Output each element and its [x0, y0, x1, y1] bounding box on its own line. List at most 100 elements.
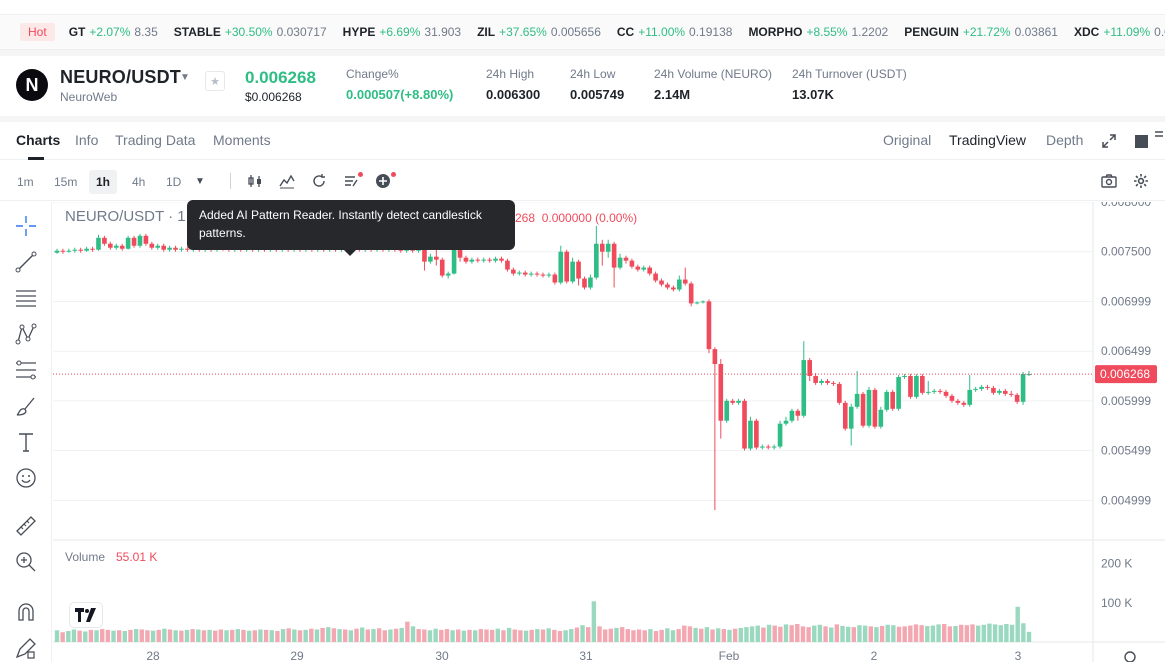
volume-bar [348, 630, 354, 642]
volume-bar [331, 628, 337, 642]
settings-gear-icon[interactable] [1131, 171, 1151, 191]
interval-1m[interactable]: 1m [17, 175, 34, 189]
volume-bar [998, 625, 1003, 642]
stat-turnover: 24h Turnover (USDT) 13.07K [792, 67, 907, 102]
ticker-item[interactable]: ZIL +37.65% 0.005656 [477, 25, 601, 39]
volume-bar [936, 624, 941, 642]
pattern-tool-icon[interactable] [14, 322, 38, 346]
interval-4h[interactable]: 4h [132, 175, 146, 189]
indicators-icon[interactable] [277, 171, 297, 191]
volume-bar [145, 630, 150, 642]
price-chart[interactable]: 0.008000 0.007500 0.006999 0.006499 0.005999… [47, 195, 1165, 662]
candle-body [819, 380, 824, 383]
ticker-item[interactable]: CC +11.00% 0.19138 [617, 25, 733, 39]
crosshair-icon[interactable] [14, 214, 38, 238]
volume-bar [472, 630, 478, 642]
candle-body [742, 400, 747, 449]
volume-bar [891, 625, 896, 642]
view-original[interactable]: Original [883, 132, 932, 148]
ticker-item[interactable]: PENGUIN +21.72% 0.03861 [904, 25, 1058, 39]
tab-charts[interactable]: Charts [16, 132, 61, 148]
pattern-reader-tooltip[interactable]: Added AI Pattern Reader. Instantly detec… [187, 200, 515, 256]
ticker-item[interactable]: STABLE +30.50% 0.030717 [174, 25, 327, 39]
volume-bar [908, 625, 913, 642]
volume-bar [252, 630, 257, 642]
volume-bar [795, 624, 800, 642]
brush-icon[interactable] [14, 394, 38, 418]
ticker-item[interactable]: HYPE +6.69% 31.903 [343, 25, 461, 39]
volume-bar [992, 624, 998, 642]
expand-icon[interactable] [1099, 131, 1119, 151]
candle-body [611, 243, 617, 268]
volume-bar [111, 630, 116, 642]
interval-1d[interactable]: 1D [166, 175, 182, 189]
candle-body [759, 446, 765, 448]
ticker-item[interactable]: MORPHO +8.55% 1.2202 [748, 25, 888, 39]
text-tool-icon[interactable] [14, 430, 38, 454]
zoom-in-icon[interactable] [14, 550, 38, 574]
view-depth[interactable]: Depth [1046, 132, 1084, 148]
candle-body [777, 423, 783, 447]
candle-body [931, 390, 937, 392]
hot-badge[interactable]: Hot [20, 23, 55, 41]
view-tradingview[interactable]: TradingView [949, 132, 1027, 148]
trend-line-icon[interactable] [14, 250, 38, 274]
candle-body [635, 266, 641, 270]
interval-1h[interactable]: 1h [89, 170, 118, 194]
volume-bar [563, 630, 568, 642]
candle-body [848, 406, 854, 429]
tab-trading-data[interactable]: Trading Data [115, 132, 196, 148]
candles-icon[interactable] [245, 171, 265, 191]
volume-bar [625, 629, 630, 642]
tab-moments[interactable]: Moments [213, 132, 271, 148]
volume-bar [693, 627, 698, 642]
emoji-icon[interactable] [14, 466, 38, 490]
volume-bar [229, 629, 235, 642]
volume-bar [337, 629, 342, 642]
screenshot-camera-icon[interactable] [1099, 171, 1119, 191]
chart-canvas[interactable]: 0.008000 0.007500 0.006999 0.006499 0.005999… [47, 195, 1165, 662]
fib-retracement-icon[interactable] [14, 358, 38, 382]
pattern-reader-icon[interactable] [341, 171, 361, 191]
volume-bar [122, 631, 128, 642]
candle-body [807, 360, 813, 376]
ticker-change: +21.72% [962, 25, 1011, 39]
favorite-star-icon[interactable]: ★ [205, 71, 225, 91]
ticker-item[interactable]: XDC+11.09%0.0383 [1074, 25, 1165, 39]
volume-bar [478, 629, 484, 642]
caret-down-icon[interactable]: ▼ [180, 72, 190, 83]
ruler-icon[interactable] [14, 514, 38, 538]
volume-bar [427, 630, 433, 642]
horizontal-lines-icon[interactable] [14, 286, 38, 310]
add-icon[interactable] [373, 171, 393, 191]
volume-bar [489, 629, 495, 642]
volume-bar [942, 624, 947, 642]
tab-info[interactable]: Info [75, 132, 99, 148]
candle-body [795, 410, 801, 416]
candle-body [623, 257, 629, 261]
tradingview-logo [70, 603, 102, 627]
candle-body [125, 237, 131, 249]
volume-bar [958, 624, 964, 642]
volume-bar [269, 630, 274, 642]
replay-icon[interactable] [309, 171, 329, 191]
magnet-icon[interactable] [14, 600, 38, 624]
draw-lock-icon[interactable] [14, 636, 38, 660]
volume-bar [800, 626, 806, 642]
ticker-item[interactable]: GT +2.07% 8.35 [69, 25, 158, 39]
candle-body [665, 284, 670, 288]
layout-icon[interactable] [1131, 131, 1151, 151]
volume-bar [235, 629, 241, 642]
pair-selector[interactable]: NEURO/USDT [60, 67, 182, 87]
candle-body [736, 400, 741, 403]
menu-icon[interactable] [1153, 126, 1165, 146]
volume-bar [433, 628, 438, 642]
volume-bar [523, 630, 529, 642]
volume-bar [292, 629, 297, 642]
ticker-symbol: ZIL [477, 25, 496, 39]
volume-bar [303, 629, 308, 642]
volume-bar [105, 629, 111, 642]
interval-dropdown-icon[interactable]: ▼ [195, 175, 205, 187]
interval-15m[interactable]: 15m [54, 175, 78, 189]
volume-bar [975, 625, 981, 642]
